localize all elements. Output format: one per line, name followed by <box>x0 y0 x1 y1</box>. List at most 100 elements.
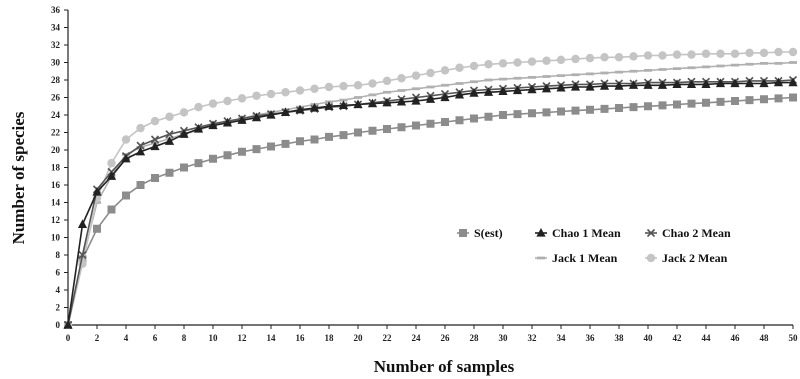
data-point <box>107 158 116 168</box>
y-tick-label: 4 <box>56 285 61 295</box>
legend-label: Chao 1 Mean <box>552 226 621 240</box>
data-point <box>687 99 696 108</box>
data-point <box>629 52 638 61</box>
data-point <box>556 82 566 92</box>
data-point <box>701 49 711 58</box>
data-point <box>121 135 131 144</box>
data-point <box>643 51 653 60</box>
x-tick-label: 8 <box>182 333 187 343</box>
y-tick-label: 8 <box>56 250 61 260</box>
data-point <box>469 61 479 71</box>
data-point <box>281 139 290 148</box>
y-tick-label: 20 <box>51 145 61 155</box>
data-point <box>455 116 464 125</box>
data-point <box>411 71 421 80</box>
data-point <box>412 121 420 130</box>
data-point <box>150 135 160 144</box>
data-point <box>266 110 276 119</box>
legend: S(est) Chao 1 Mean Chao 2 Mean Jack 1 Mean J… <box>457 226 731 265</box>
data-point <box>498 59 508 68</box>
data-point <box>499 77 507 81</box>
data-point <box>513 76 522 80</box>
y-tick-label: 34 <box>51 23 61 33</box>
data-point <box>470 114 478 123</box>
data-point <box>673 67 681 71</box>
data-point <box>354 128 362 137</box>
x-tick-label: 6 <box>153 333 158 343</box>
data-point <box>470 80 478 84</box>
data-point <box>179 129 189 138</box>
data-point <box>759 78 769 88</box>
data-point <box>542 108 551 117</box>
data-point <box>571 54 580 64</box>
data-point <box>527 84 537 94</box>
data-point <box>702 65 710 69</box>
data-point <box>208 120 218 130</box>
data-point <box>760 61 768 65</box>
x-tick-label: 34 <box>557 333 567 343</box>
data-point <box>121 153 131 163</box>
data-point <box>672 79 682 88</box>
data-point <box>469 88 479 97</box>
data-point <box>266 89 276 99</box>
legend-item: Chao 2 Mean <box>645 226 731 240</box>
data-point <box>354 96 362 99</box>
data-point <box>673 100 681 109</box>
data-point <box>338 100 349 109</box>
legend-label: Chao 2 Mean <box>662 226 731 240</box>
data-point <box>571 106 580 115</box>
data-point <box>209 154 217 163</box>
data-point <box>455 82 464 85</box>
data-point <box>644 102 652 111</box>
data-point <box>658 101 667 110</box>
y-tick-label: 2 <box>56 303 61 313</box>
data-point <box>629 103 638 112</box>
data-point <box>614 53 624 62</box>
data-point <box>600 71 609 75</box>
data-point <box>237 115 247 124</box>
data-point <box>570 82 581 91</box>
y-tick-label: 18 <box>51 163 61 173</box>
data-point <box>353 81 363 90</box>
data-point <box>528 75 536 79</box>
data-point <box>309 103 320 112</box>
data-point <box>644 68 652 72</box>
series-line <box>67 81 793 326</box>
x-tick-label: 46 <box>731 333 741 343</box>
data-point <box>586 72 594 76</box>
data-point <box>339 131 348 140</box>
x-tick-label: 40 <box>644 333 654 343</box>
series-line <box>67 51 793 326</box>
data-point <box>541 83 552 93</box>
x-tick-label: 22 <box>383 333 393 343</box>
series-s-est <box>64 93 797 329</box>
data-point <box>368 126 377 135</box>
x-tick-label: 38 <box>615 333 625 343</box>
data-point <box>397 74 406 83</box>
y-tick-label: 10 <box>51 233 61 243</box>
y-tick-label: 28 <box>51 75 61 85</box>
data-point <box>600 53 609 62</box>
data-point <box>78 250 87 260</box>
data-point <box>512 85 523 95</box>
data-point <box>382 97 392 107</box>
data-point <box>63 320 73 329</box>
data-point <box>498 86 508 95</box>
data-point <box>760 95 768 104</box>
data-point <box>731 63 739 67</box>
data-point <box>397 89 406 92</box>
data-point <box>643 80 653 89</box>
legend-marker <box>536 228 546 237</box>
data-point <box>658 68 667 71</box>
x-tick-label: 44 <box>702 333 712 343</box>
data-point <box>92 187 102 196</box>
data-point <box>383 125 391 133</box>
data-point <box>280 107 291 116</box>
data-point <box>614 81 624 90</box>
legend-item: S(est) <box>457 226 503 240</box>
data-point <box>773 77 784 87</box>
series-line <box>67 79 794 326</box>
data-point <box>585 53 595 63</box>
